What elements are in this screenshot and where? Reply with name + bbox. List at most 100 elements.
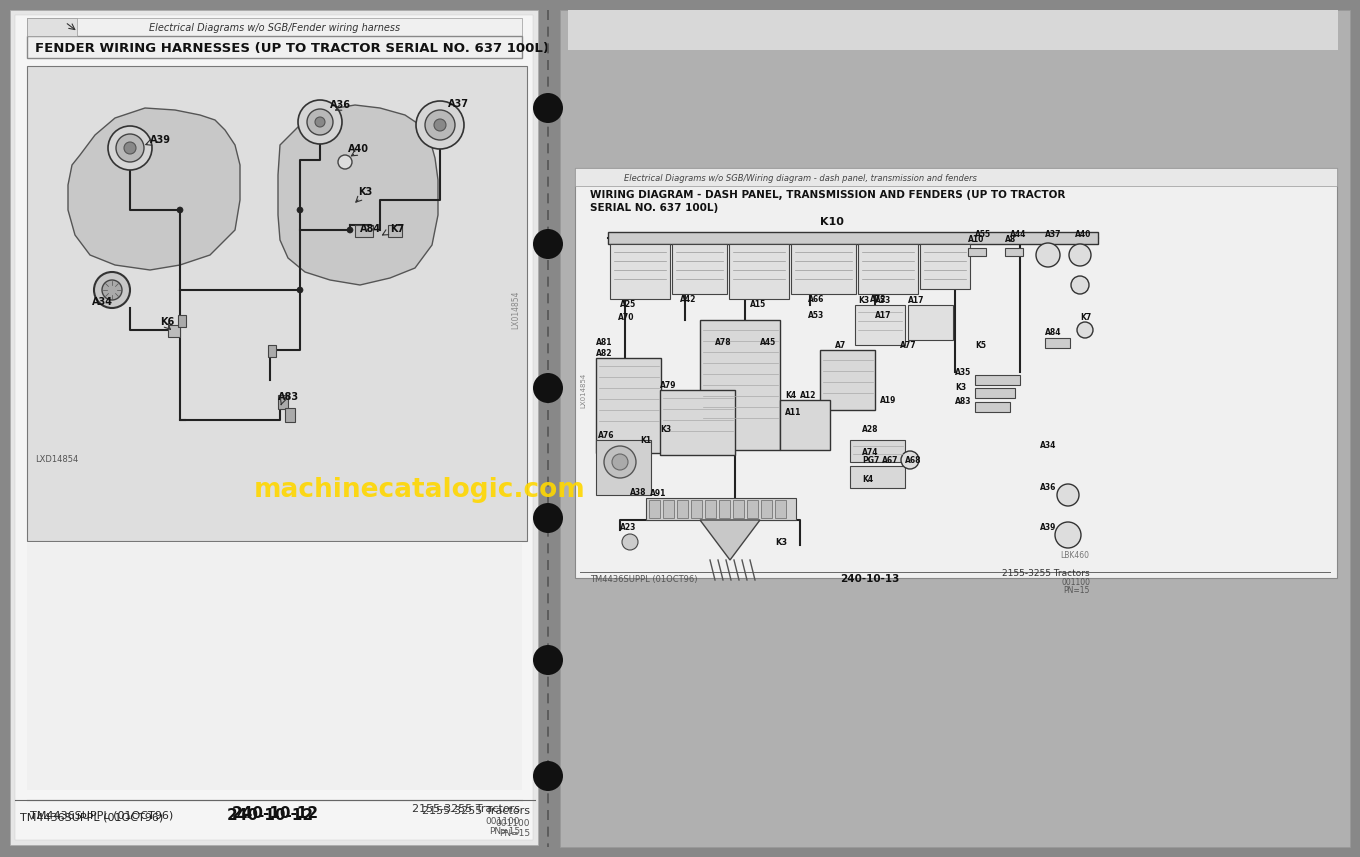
Text: LBK460: LBK460 <box>1059 551 1089 560</box>
Bar <box>660 390 734 455</box>
Circle shape <box>102 280 122 300</box>
Text: WIRING DIAGRAM - DASH PANEL, TRANSMISSION AND FENDERS (UP TO TRACTOR: WIRING DIAGRAM - DASH PANEL, TRANSMISSIO… <box>590 190 1065 200</box>
Bar <box>596 358 661 453</box>
Polygon shape <box>68 108 239 270</box>
Bar <box>975 402 1010 412</box>
Text: A66: A66 <box>808 295 824 304</box>
Text: A84: A84 <box>1044 328 1062 337</box>
Text: A28: A28 <box>862 425 879 434</box>
Text: K1: K1 <box>641 436 651 445</box>
Bar <box>919 244 970 289</box>
Text: A40: A40 <box>1074 230 1091 239</box>
Polygon shape <box>700 520 760 560</box>
Text: A84: A84 <box>360 224 381 234</box>
Text: TM4436SUPPL (01OCT96): TM4436SUPPL (01OCT96) <box>30 810 173 820</box>
Bar <box>729 244 789 299</box>
Text: PN=15: PN=15 <box>488 827 520 836</box>
Bar <box>277 395 288 409</box>
Circle shape <box>1077 322 1093 338</box>
Circle shape <box>298 100 341 144</box>
Text: A8: A8 <box>1005 235 1016 244</box>
Bar <box>27 66 528 541</box>
Text: A38: A38 <box>630 488 646 497</box>
Text: TM4436SUPPL (01OCT96): TM4436SUPPL (01OCT96) <box>590 575 698 584</box>
Text: A15: A15 <box>749 300 766 309</box>
Text: A83: A83 <box>955 397 971 406</box>
Bar <box>850 440 904 462</box>
Text: 240-10-13: 240-10-13 <box>840 574 900 584</box>
Text: A40: A40 <box>348 144 369 154</box>
Text: K3: K3 <box>660 425 670 434</box>
Text: PG7: PG7 <box>862 456 880 465</box>
Bar <box>855 305 904 345</box>
Text: A19: A19 <box>880 396 896 405</box>
Circle shape <box>124 142 136 154</box>
Text: A45: A45 <box>760 338 777 347</box>
Circle shape <box>1055 522 1081 548</box>
Circle shape <box>107 126 152 170</box>
Text: A72: A72 <box>870 295 887 304</box>
Circle shape <box>900 451 919 469</box>
Bar <box>178 315 186 327</box>
Text: A67: A67 <box>883 456 899 465</box>
Text: LX014854: LX014854 <box>511 291 521 329</box>
Text: K3: K3 <box>955 383 966 392</box>
Bar <box>388 225 403 237</box>
Text: A78: A78 <box>715 338 732 347</box>
Text: A70: A70 <box>617 313 635 322</box>
Text: A55: A55 <box>975 230 991 239</box>
Text: A76: A76 <box>598 431 615 440</box>
Bar <box>286 408 295 422</box>
Bar <box>608 232 1098 244</box>
Text: A11: A11 <box>785 408 801 417</box>
Text: 2155-3255 Tractors: 2155-3255 Tractors <box>422 806 530 816</box>
Bar <box>677 500 688 518</box>
Text: K4: K4 <box>862 475 873 484</box>
Text: A17: A17 <box>874 311 892 320</box>
Circle shape <box>424 110 456 140</box>
Bar <box>27 18 522 36</box>
Text: A91: A91 <box>650 489 666 498</box>
Circle shape <box>622 534 638 550</box>
Text: A7: A7 <box>835 341 846 350</box>
Bar <box>568 10 1338 50</box>
Circle shape <box>416 101 464 149</box>
Bar <box>1044 338 1070 348</box>
Bar <box>792 244 855 294</box>
Circle shape <box>434 119 446 131</box>
Text: A10: A10 <box>968 235 985 244</box>
Text: LXD14854: LXD14854 <box>35 455 79 464</box>
Bar <box>664 500 675 518</box>
Text: K10: K10 <box>820 217 843 227</box>
Text: 001100: 001100 <box>495 819 530 828</box>
Text: A53: A53 <box>874 296 891 305</box>
Text: 240-10-12: 240-10-12 <box>226 808 314 823</box>
Text: A81: A81 <box>596 338 612 347</box>
Circle shape <box>533 645 563 675</box>
Bar <box>733 500 744 518</box>
Bar <box>27 18 78 36</box>
Text: A44: A44 <box>1010 230 1027 239</box>
Text: A79: A79 <box>660 381 676 390</box>
Bar <box>691 500 702 518</box>
Text: A82: A82 <box>596 349 612 358</box>
Bar <box>672 244 728 294</box>
Bar <box>762 500 772 518</box>
Bar <box>975 375 1020 385</box>
Polygon shape <box>277 105 438 285</box>
Text: Electrical Diagrams w/o SGB/Wiring diagram - dash panel, transmission and fender: Electrical Diagrams w/o SGB/Wiring diagr… <box>624 173 976 183</box>
Bar <box>704 500 715 518</box>
Text: FENDER WIRING HARNESSES (UP TO TRACTOR SERIAL NO. 637 100L): FENDER WIRING HARNESSES (UP TO TRACTOR S… <box>35 41 549 55</box>
Circle shape <box>533 761 563 791</box>
Circle shape <box>296 287 303 293</box>
Bar <box>169 325 180 337</box>
Circle shape <box>612 454 628 470</box>
Circle shape <box>296 207 303 213</box>
Bar <box>27 36 522 58</box>
Text: K7: K7 <box>1080 313 1091 322</box>
Circle shape <box>1036 243 1059 267</box>
Text: A37: A37 <box>447 99 469 109</box>
Bar <box>15 15 533 840</box>
Text: A25: A25 <box>620 300 636 309</box>
Text: 001100: 001100 <box>486 817 520 826</box>
